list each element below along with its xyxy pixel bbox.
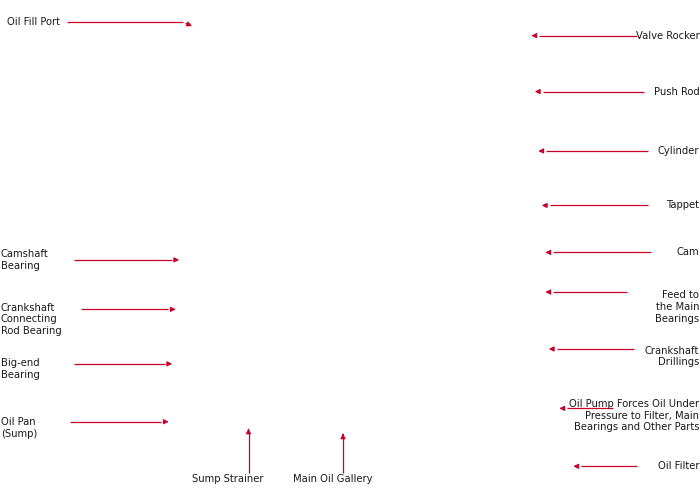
- Text: Valve Rocker: Valve Rocker: [636, 31, 699, 41]
- Text: Oil Pump Forces Oil Under
Pressure to Filter, Main
Bearings and Other Parts: Oil Pump Forces Oil Under Pressure to Fi…: [569, 399, 699, 433]
- Text: Tappet: Tappet: [666, 200, 699, 210]
- Text: Oil Pan
(Sump): Oil Pan (Sump): [1, 417, 37, 439]
- Text: Camshaft
Bearing: Camshaft Bearing: [1, 249, 48, 271]
- Text: Push Rod: Push Rod: [654, 87, 699, 97]
- Text: Crankshaft
Drillings: Crankshaft Drillings: [645, 346, 699, 367]
- Text: Cam: Cam: [677, 248, 699, 257]
- Text: Sump Strainer: Sump Strainer: [192, 474, 263, 484]
- Text: Cylinder: Cylinder: [658, 146, 699, 156]
- Text: Oil Filter: Oil Filter: [658, 461, 699, 471]
- Text: Big-end
Bearing: Big-end Bearing: [1, 358, 40, 380]
- Text: Oil Fill Port: Oil Fill Port: [7, 17, 60, 27]
- Text: Crankshaft
Connecting
Rod Bearing: Crankshaft Connecting Rod Bearing: [1, 302, 62, 336]
- Text: Main Oil Gallery: Main Oil Gallery: [293, 474, 372, 484]
- Text: Feed to
the Main
Bearings: Feed to the Main Bearings: [655, 290, 699, 324]
